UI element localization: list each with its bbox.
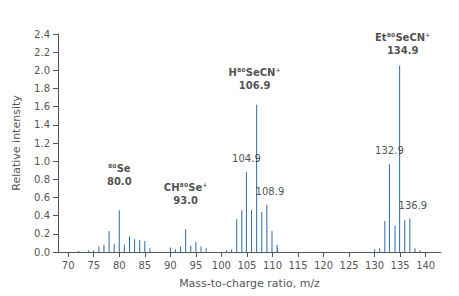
- svg-text:H⁸⁰SeCN⁺: H⁸⁰SeCN⁺: [229, 67, 281, 78]
- svg-text:0.2: 0.2: [34, 228, 50, 239]
- svg-text:106.9: 106.9: [239, 80, 271, 91]
- svg-text:93.0: 93.0: [173, 195, 198, 206]
- svg-text:2.4: 2.4: [34, 29, 50, 40]
- svg-text:136.9: 136.9: [399, 200, 428, 211]
- svg-text:80: 80: [113, 260, 126, 271]
- svg-text:80.0: 80.0: [107, 176, 132, 187]
- svg-text:75: 75: [87, 260, 100, 271]
- svg-text:104.9: 104.9: [232, 153, 261, 164]
- svg-text:1.4: 1.4: [34, 119, 50, 130]
- svg-text:135: 135: [391, 260, 410, 271]
- svg-text:Et⁸⁰SeCN⁺: Et⁸⁰SeCN⁺: [375, 32, 430, 43]
- svg-text:105: 105: [237, 260, 256, 271]
- svg-text:1.0: 1.0: [34, 156, 50, 167]
- svg-text:134.9: 134.9: [387, 45, 419, 56]
- svg-text:132.9: 132.9: [375, 145, 404, 156]
- svg-text:85: 85: [138, 260, 151, 271]
- svg-text:95: 95: [190, 260, 203, 271]
- svg-text:1.8: 1.8: [34, 83, 50, 94]
- svg-text:0.8: 0.8: [34, 174, 50, 185]
- svg-text:0.0: 0.0: [34, 247, 50, 258]
- svg-text:2.0: 2.0: [34, 65, 50, 76]
- svg-text:100: 100: [212, 260, 231, 271]
- svg-text:115: 115: [288, 260, 307, 271]
- svg-text:2.2: 2.2: [34, 47, 50, 58]
- svg-text:1.6: 1.6: [34, 101, 50, 112]
- svg-text:0.6: 0.6: [34, 192, 50, 203]
- svg-text:130: 130: [365, 260, 384, 271]
- svg-text:CH⁸⁰Se⁺: CH⁸⁰Se⁺: [164, 182, 208, 193]
- svg-text:90: 90: [164, 260, 177, 271]
- svg-text:120: 120: [314, 260, 333, 271]
- svg-text:140: 140: [416, 260, 435, 271]
- svg-text:125: 125: [340, 260, 359, 271]
- svg-text:110: 110: [263, 260, 282, 271]
- svg-text:Relative intensity: Relative intensity: [10, 95, 23, 191]
- svg-text:108.9: 108.9: [256, 186, 285, 197]
- svg-text:70: 70: [62, 260, 75, 271]
- svg-text:0.4: 0.4: [34, 210, 50, 221]
- svg-text:1.2: 1.2: [34, 138, 50, 149]
- svg-text:Mass-to-charge ratio, m/z: Mass-to-charge ratio, m/z: [179, 277, 320, 290]
- svg-text:⁸⁰Se: ⁸⁰Se: [108, 163, 131, 174]
